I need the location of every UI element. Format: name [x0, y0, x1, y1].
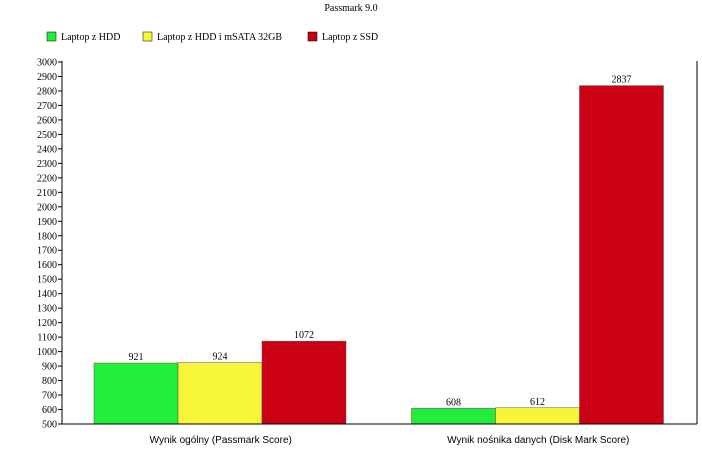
bars: 921 924 1072 608 612 2837 [93, 75, 664, 425]
chart-title: Passmark 9.0 [324, 3, 377, 14]
legend: Laptop z HDD Laptop z HDD i mSATA 32GB Lap… [46, 31, 378, 43]
y-tick-label-2800: 2800 [37, 86, 57, 97]
bar-value-label-0-1: 924 [213, 352, 228, 363]
y-tick-label-2300: 2300 [37, 159, 57, 170]
y-tick-label-2000: 2000 [37, 202, 57, 213]
y-tick-label-1600: 1600 [37, 260, 57, 271]
bar-value-label-1-2: 2837 [612, 75, 632, 86]
bar-0-0 [93, 362, 179, 425]
y-tick-label-1500: 1500 [37, 275, 57, 286]
y-axis: 500 600 700 800 900 1000 1100 1200 1300 1400 1500 1… [37, 58, 62, 431]
y-tick-label-1300: 1300 [37, 304, 57, 315]
y-tick-label-800: 800 [42, 376, 57, 387]
y-tick-label-2900: 2900 [37, 72, 57, 83]
y-tick-label-2200: 2200 [37, 173, 57, 184]
legend-label-2: Laptop z SSD [322, 32, 378, 43]
y-tick-label-2400: 2400 [37, 144, 57, 155]
y-tick-label-1100: 1100 [37, 333, 57, 344]
bar-value-label-1-1: 612 [530, 397, 545, 408]
y-tick-label-600: 600 [42, 405, 57, 416]
x-axis: Wynik ogólny (Passmark Score) Wynik nośni… [61, 61, 698, 446]
bar-1-2 [579, 85, 664, 425]
y-tick-label-1400: 1400 [37, 289, 57, 300]
bar-value-label-0-0: 921 [129, 352, 144, 363]
y-tick-label-2700: 2700 [37, 101, 57, 112]
y-tick-label-500: 500 [42, 420, 57, 431]
y-tick-label-700: 700 [42, 391, 57, 402]
bar-value-label-1-0: 608 [446, 397, 461, 408]
y-tick-label-1200: 1200 [37, 318, 57, 329]
bar-0-2 [261, 340, 347, 425]
y-tick-label-3000: 3000 [37, 58, 57, 69]
legend-swatch-1 [142, 31, 153, 42]
y-tick-label-2500: 2500 [37, 130, 57, 141]
bar-1-0 [411, 408, 496, 425]
y-tick-label-1800: 1800 [37, 231, 57, 242]
legend-swatch-0 [46, 31, 57, 42]
y-tick-label-1900: 1900 [37, 217, 57, 228]
legend-label-0: Laptop z HDD [61, 32, 120, 43]
legend-label-1: Laptop z HDD i mSATA 32GB [157, 32, 282, 43]
x-tick-label-0: Wynik ogólny (Passmark Score) [150, 435, 292, 446]
bar-value-label-0-2: 1072 [294, 330, 314, 341]
legend-swatch-2 [307, 31, 318, 42]
y-tick-label-900: 900 [42, 362, 57, 373]
bar-0-1 [177, 362, 263, 425]
y-tick-label-2100: 2100 [37, 188, 57, 199]
x-tick-label-1: Wynik nośnika danych (Disk Mark Score) [447, 435, 629, 446]
y-tick-label-1700: 1700 [37, 246, 57, 257]
bar-1-1 [495, 407, 580, 425]
y-tick-label-2600: 2600 [37, 115, 57, 126]
y-tick-label-1000: 1000 [37, 347, 57, 358]
